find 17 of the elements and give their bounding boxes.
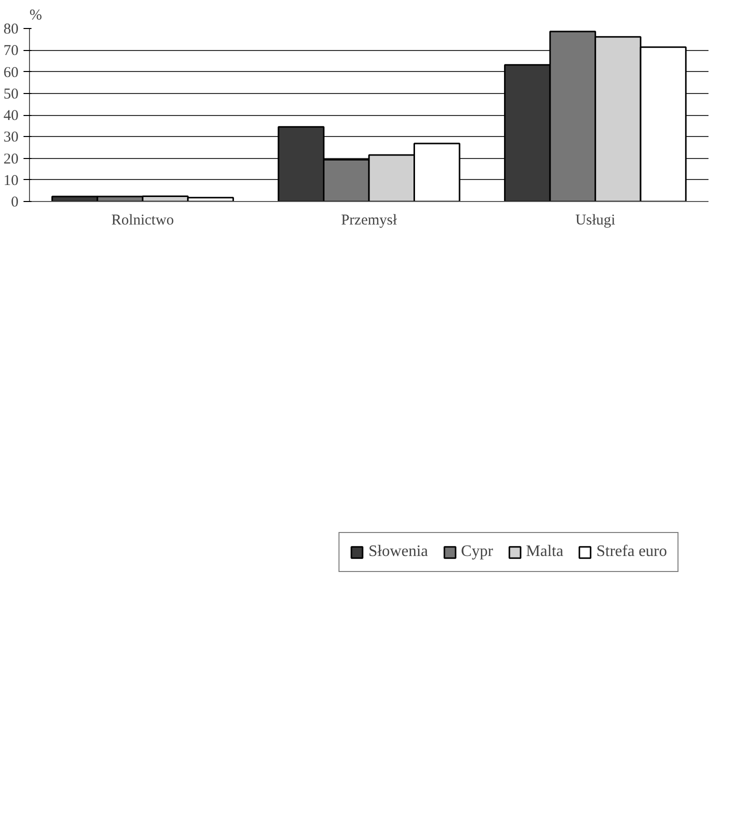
x-tick-label: Rolnictwo	[111, 212, 174, 228]
y-tick-label: 80	[4, 22, 18, 38]
y-tick-label: 70	[4, 43, 18, 60]
x-tick-label: Przemysł	[341, 212, 398, 228]
y-axis-title: %	[30, 8, 42, 24]
legend-label: Malta	[526, 543, 564, 561]
y-tick-label: 60	[4, 64, 18, 81]
legend-label: Strefa euro	[596, 543, 667, 561]
y-tick-label: 10	[4, 172, 18, 189]
y-tick-label: 50	[4, 86, 18, 102]
legend-label: Słowenia	[368, 543, 428, 561]
y-tick-label: 30	[4, 130, 18, 146]
y-tick-label: 0	[11, 194, 18, 210]
y-tick-label: 20	[4, 151, 18, 168]
x-tick-label: Usługi	[575, 212, 616, 228]
y-tick-label: 40	[4, 108, 18, 124]
legend-label: Cypr	[461, 543, 494, 561]
